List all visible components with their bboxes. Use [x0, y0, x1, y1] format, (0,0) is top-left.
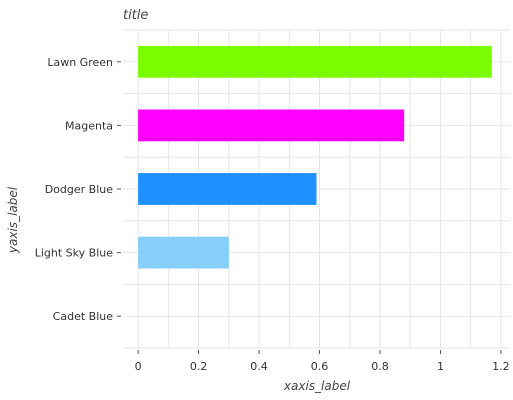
bars: [138, 45, 492, 269]
x-tick-label: 0.6: [311, 360, 329, 373]
x-tick-label: 1.2: [492, 360, 510, 373]
x-ticks: 0 0.2 0.4 0.6 0.8 1 1.2: [135, 350, 510, 373]
x-tick-label: 0.8: [371, 360, 389, 373]
x-tick-label: 0.2: [190, 360, 208, 373]
bar-light-sky-blue: [138, 236, 229, 269]
y-tick-label: Cadet Blue: [53, 310, 114, 323]
y-tick-label: Magenta: [65, 119, 113, 132]
y-tick-label: Lawn Green: [47, 56, 113, 69]
chart-title: title: [123, 8, 148, 23]
y-tick-label: Light Sky Blue: [35, 247, 113, 260]
x-tick-label: 1: [437, 360, 444, 373]
bar-lawn-green: [138, 45, 492, 78]
x-axis-label: xaxis_label: [283, 379, 351, 393]
bar-dodger-blue: [138, 173, 317, 205]
y-ticks: Cadet Blue Light Sky Blue Dodger Blue Magen…: [35, 56, 121, 323]
y-axis-label: yaxis_label: [6, 186, 20, 254]
x-tick-label: 0.4: [250, 360, 268, 373]
x-tick-label: 0: [135, 360, 142, 373]
bar-magenta: [138, 109, 405, 142]
y-tick-label: Dodger Blue: [45, 183, 114, 196]
